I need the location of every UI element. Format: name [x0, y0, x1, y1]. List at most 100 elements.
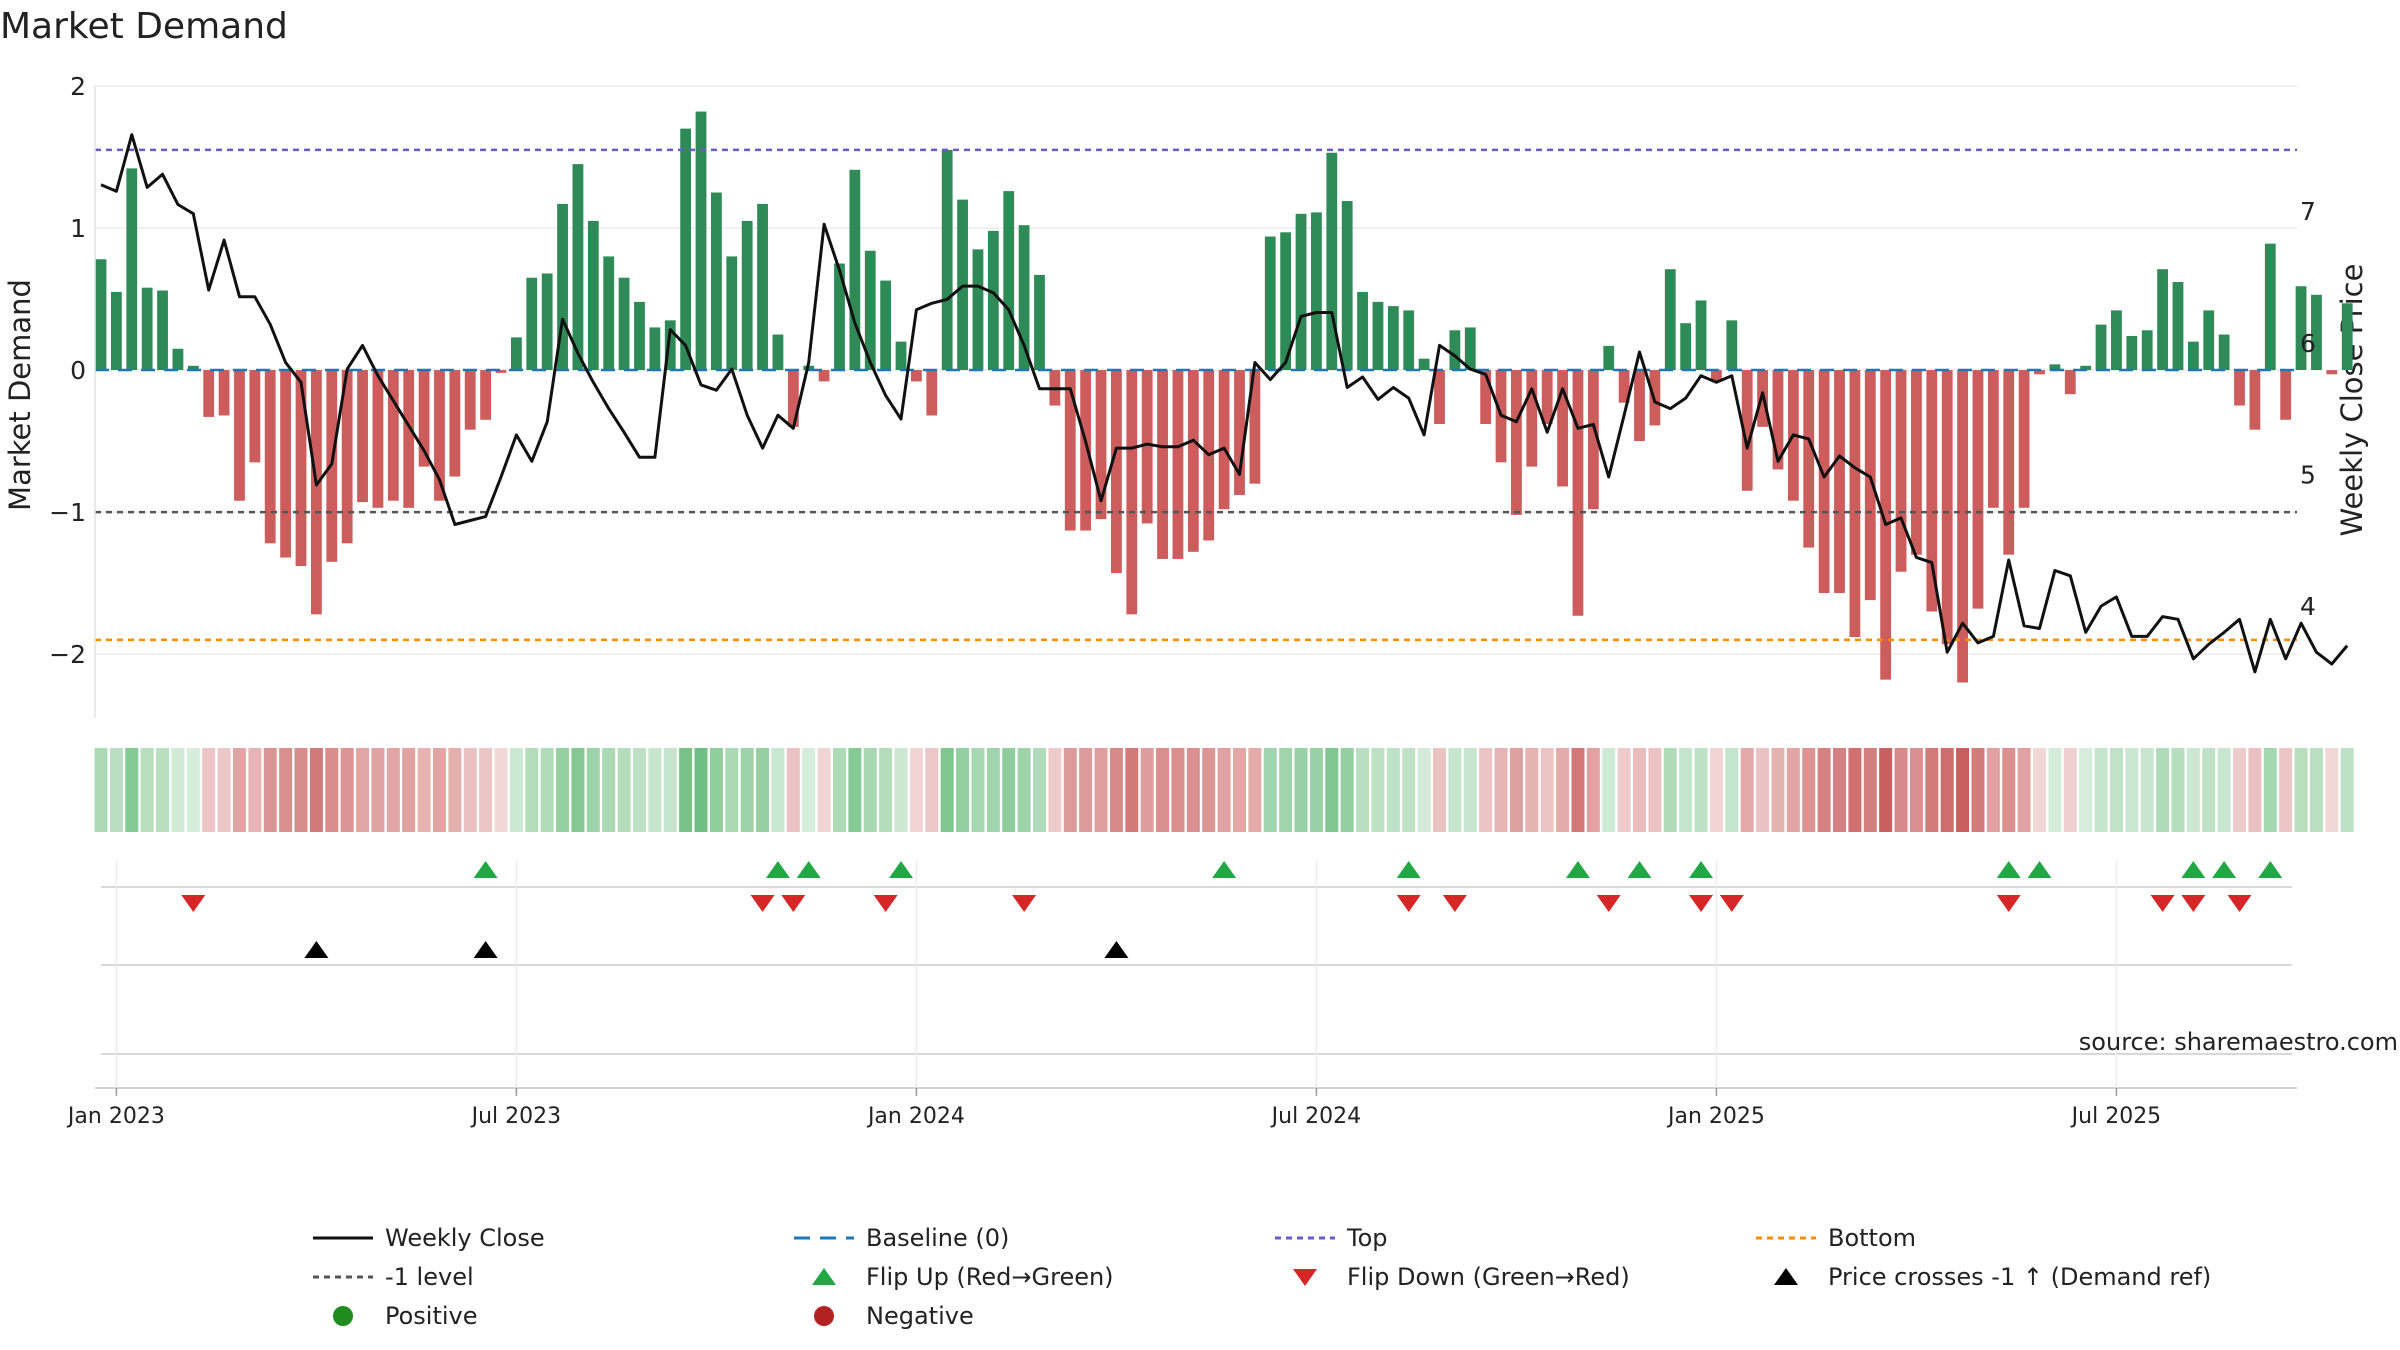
heat-cell: [1509, 748, 1523, 832]
heat-cell: [2309, 748, 2323, 832]
demand-bar: [926, 370, 938, 416]
flip-up-marker: [1212, 861, 1237, 878]
heat-cell: [971, 748, 985, 832]
legend-swatch: [814, 1306, 834, 1326]
demand-bar: [1326, 152, 1338, 371]
demand-bar: [341, 370, 353, 544]
legend-label: Baseline (0): [866, 1224, 1009, 1252]
demand-bar: [1680, 323, 1692, 371]
heat-cell: [1771, 748, 1785, 832]
heat-cell: [848, 748, 862, 832]
heat-cell: [417, 748, 431, 832]
heat-cell: [156, 748, 170, 832]
heat-cell: [309, 748, 323, 832]
heat-cell: [294, 748, 308, 832]
demand-bar: [1695, 300, 1707, 371]
demand-bar: [2034, 370, 2045, 375]
heat-cell: [1756, 748, 1770, 832]
heat-cell: [109, 748, 123, 832]
flip-up-marker: [1565, 861, 1590, 878]
signal-markers: [101, 861, 2292, 1055]
heat-cell: [186, 748, 200, 832]
demand-bar: [2264, 243, 2276, 371]
demand-bar: [95, 259, 107, 371]
demand-bar: [526, 277, 538, 371]
heat-cell: [617, 748, 631, 832]
demand-bar: [1864, 370, 1876, 601]
y-tick-label: 1: [70, 214, 86, 243]
demand-bar: [741, 220, 753, 371]
demand-bar: [2080, 365, 2092, 371]
demand-bar: [1064, 370, 1076, 531]
heat-cell: [602, 748, 616, 832]
flip-down-marker: [1689, 895, 1714, 912]
demand-bar: [987, 230, 999, 371]
heat-cell: [402, 748, 416, 832]
flip-up-marker: [1396, 861, 1421, 878]
heat-cell: [1171, 748, 1185, 832]
demand-bar: [1941, 370, 1953, 645]
heat-cell: [1448, 748, 1462, 832]
heat-cell: [632, 748, 646, 832]
flip-down-marker: [1442, 895, 1467, 912]
weekly-close-path: [100, 133, 2349, 674]
x-tick-label: Jan 2023: [66, 1104, 165, 1129]
heat-cell: [1879, 748, 1893, 832]
demand-bar: [110, 291, 122, 371]
demand-bar: [2172, 281, 2184, 371]
legend-swatch: [812, 1268, 836, 1285]
heat-cell: [1971, 748, 1985, 832]
heat-cell: [1356, 748, 1370, 832]
heat-cell: [2263, 748, 2277, 832]
demand-bar: [557, 203, 568, 371]
flip-down-marker: [750, 895, 775, 912]
demand-bar: [418, 370, 430, 467]
demand-bar: [1387, 306, 1399, 371]
flip-down-marker: [1996, 895, 2021, 912]
heat-cell: [1894, 748, 1908, 832]
demand-bar: [2187, 341, 2199, 371]
level-lines: [95, 148, 2297, 642]
demand-bar: [1311, 212, 1322, 371]
demand-bar: [603, 256, 615, 371]
x-tick-label: Jan 2024: [866, 1104, 965, 1129]
demand-bar: [1957, 370, 1968, 683]
heat-cell: [2125, 748, 2139, 832]
heat-cell: [2279, 748, 2293, 832]
demand-bar: [1818, 370, 1830, 594]
demand-bar: [1849, 370, 1861, 638]
heat-cell: [863, 748, 877, 832]
demand-bar: [911, 370, 922, 382]
flip-up-marker: [2258, 861, 2283, 878]
heat-cell: [1863, 748, 1877, 832]
heat-cell: [725, 748, 739, 832]
demand-bar: [618, 277, 630, 371]
demand-bar: [126, 168, 138, 371]
heat-cell: [909, 748, 923, 832]
flip-up-marker: [473, 861, 498, 878]
heat-cell: [356, 748, 370, 832]
heat-cell: [448, 748, 462, 832]
demand-bar: [572, 164, 584, 371]
demand-bar: [818, 370, 830, 382]
demand-bar: [1357, 291, 1368, 371]
heat-cell: [2017, 748, 2031, 832]
demand-bar: [1218, 370, 1230, 510]
legend-label: Flip Up (Red→Green): [866, 1263, 1114, 1291]
heat-cell: [171, 748, 185, 832]
demand-bar: [541, 273, 553, 371]
demand-bar: [664, 320, 676, 371]
cross-marker: [1104, 941, 1129, 958]
demand-bar: [2141, 330, 2153, 371]
demand-bar: [1972, 370, 1984, 609]
demand-bar: [234, 370, 245, 501]
heat-cell: [279, 748, 293, 832]
demand-bar: [1987, 370, 1999, 508]
demand-bar: [218, 370, 230, 416]
heat-cell: [2048, 748, 2062, 832]
flip-up-marker: [2027, 861, 2052, 878]
source-credit: source: sharemaestro.com: [2079, 1028, 2398, 1056]
y2-tick-label: 5: [2300, 460, 2316, 489]
heat-cell: [248, 748, 262, 832]
legend-swatch: [1293, 1269, 1317, 1286]
